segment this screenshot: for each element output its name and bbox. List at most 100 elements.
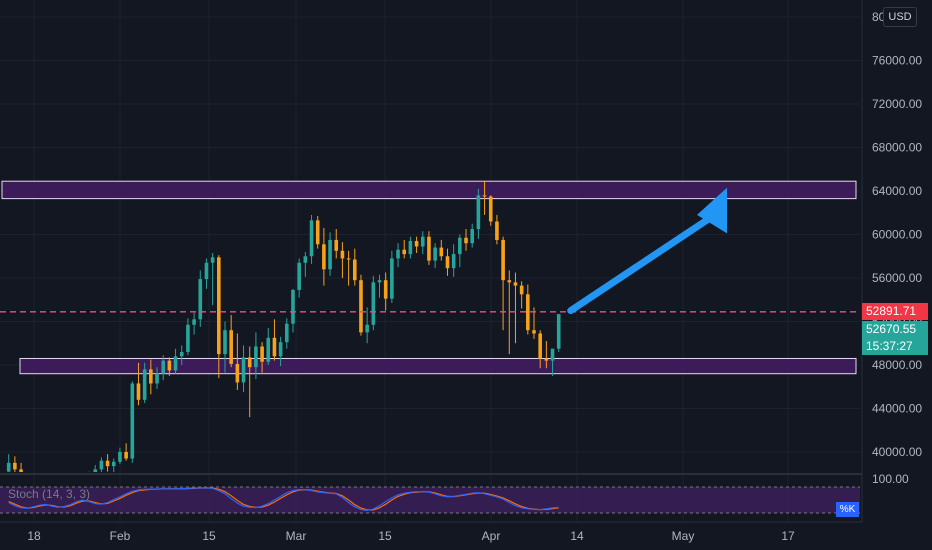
candle-body [371,282,376,325]
x-tick-label: 18 [27,529,41,543]
candle-body [136,383,141,400]
candle-body [538,333,542,359]
last-price-tag: 52670.55 [862,320,928,338]
candle-body [241,357,246,383]
candle-body [544,358,549,361]
candle-body [513,282,518,286]
candle-body [340,250,345,259]
candle-body [377,280,382,283]
candle-body [334,239,339,251]
candle-body [130,383,135,459]
x-tick-label: 15 [202,529,216,543]
candle-body [328,239,332,270]
stoch-band [0,487,860,513]
candle-body [359,280,363,333]
candle-body [464,237,468,244]
candle-body [420,236,425,247]
candle-body [297,262,301,290]
candle-body [291,289,295,324]
y-tick-label: 72000.00 [872,97,922,111]
candle-body [383,280,388,299]
candle-body [303,256,308,263]
candle-body [322,244,326,270]
overlays [0,187,932,475]
projection-arrow-shaft [567,209,722,315]
candle-body [111,461,116,467]
candle-body [285,323,289,343]
candle-body [501,239,505,281]
y-tick-label: 68000.00 [872,141,922,155]
candle-body [433,247,437,261]
candle-body [198,279,203,320]
marker-price-tag: 52891.71 [862,302,928,320]
candle-body [167,360,172,371]
y-tick-label: 64000.00 [872,184,922,198]
candle-body [470,229,474,244]
candle-body [476,195,481,230]
y-tick-label: 56000.00 [872,271,922,285]
candle-body [458,237,462,255]
candle-body [556,314,561,349]
candle-body [309,220,314,257]
candle-body [482,195,487,197]
candle-body [488,196,493,222]
y-tick-label: 44000.00 [872,402,922,416]
candle-body [6,462,11,472]
support-zone [19,357,857,375]
y-tick-label: 60000.00 [872,228,922,242]
candle-body [346,258,351,260]
candle-body [13,462,17,470]
candle-body [93,469,98,472]
resistance-zone [1,180,857,200]
candle-body [223,330,227,355]
candle-body [142,369,147,400]
currency-badge[interactable]: USD [883,7,917,27]
candle-body [247,357,252,368]
candle-body [192,319,196,325]
candle-body [507,280,512,283]
candle-body [266,337,271,362]
candle-body [155,373,159,384]
candle-body [408,241,413,255]
candle-body [315,220,320,245]
candle-body [352,259,357,281]
y-tick-label: 40000.00 [872,445,922,459]
y-tick-label: 80 [872,10,886,24]
candle-body [402,249,407,255]
stoch-tick-label: 100.00 [872,472,909,486]
candle-body [254,346,258,368]
candle-body [105,460,110,467]
candle-body [445,256,450,269]
stochastic-label[interactable]: Stoch (14, 3, 3) [8,487,91,501]
x-tick-label: 15 [378,529,392,543]
percent-k-badge[interactable]: %K [836,502,859,517]
candle-body [217,257,221,355]
candle-body [99,460,104,470]
candle-body [118,452,122,462]
x-tick-label: 14 [570,529,584,543]
x-tick-label: Feb [110,529,131,543]
candle-body [532,330,536,334]
candle-body [526,294,530,331]
x-tick-label: Apr [482,529,501,543]
x-tick-label: May [672,529,695,543]
projection-arrow-head [697,187,727,234]
candle-body [124,452,128,459]
stochastic-pane [0,486,860,514]
candle-body [390,258,394,299]
candle-body [235,363,240,383]
y-tick-label: 48000.00 [872,358,922,372]
candle-body [272,337,277,357]
candle-body [149,369,153,384]
candle-body [260,346,264,362]
candle-body [229,330,233,364]
x-tick-label: Mar [286,529,307,543]
candle-body [179,351,184,357]
candle-body [210,257,215,263]
price-zones [1,180,857,375]
y-tick-label: 76000.00 [872,54,922,68]
candle-body [173,356,178,371]
candle-body [451,254,456,269]
